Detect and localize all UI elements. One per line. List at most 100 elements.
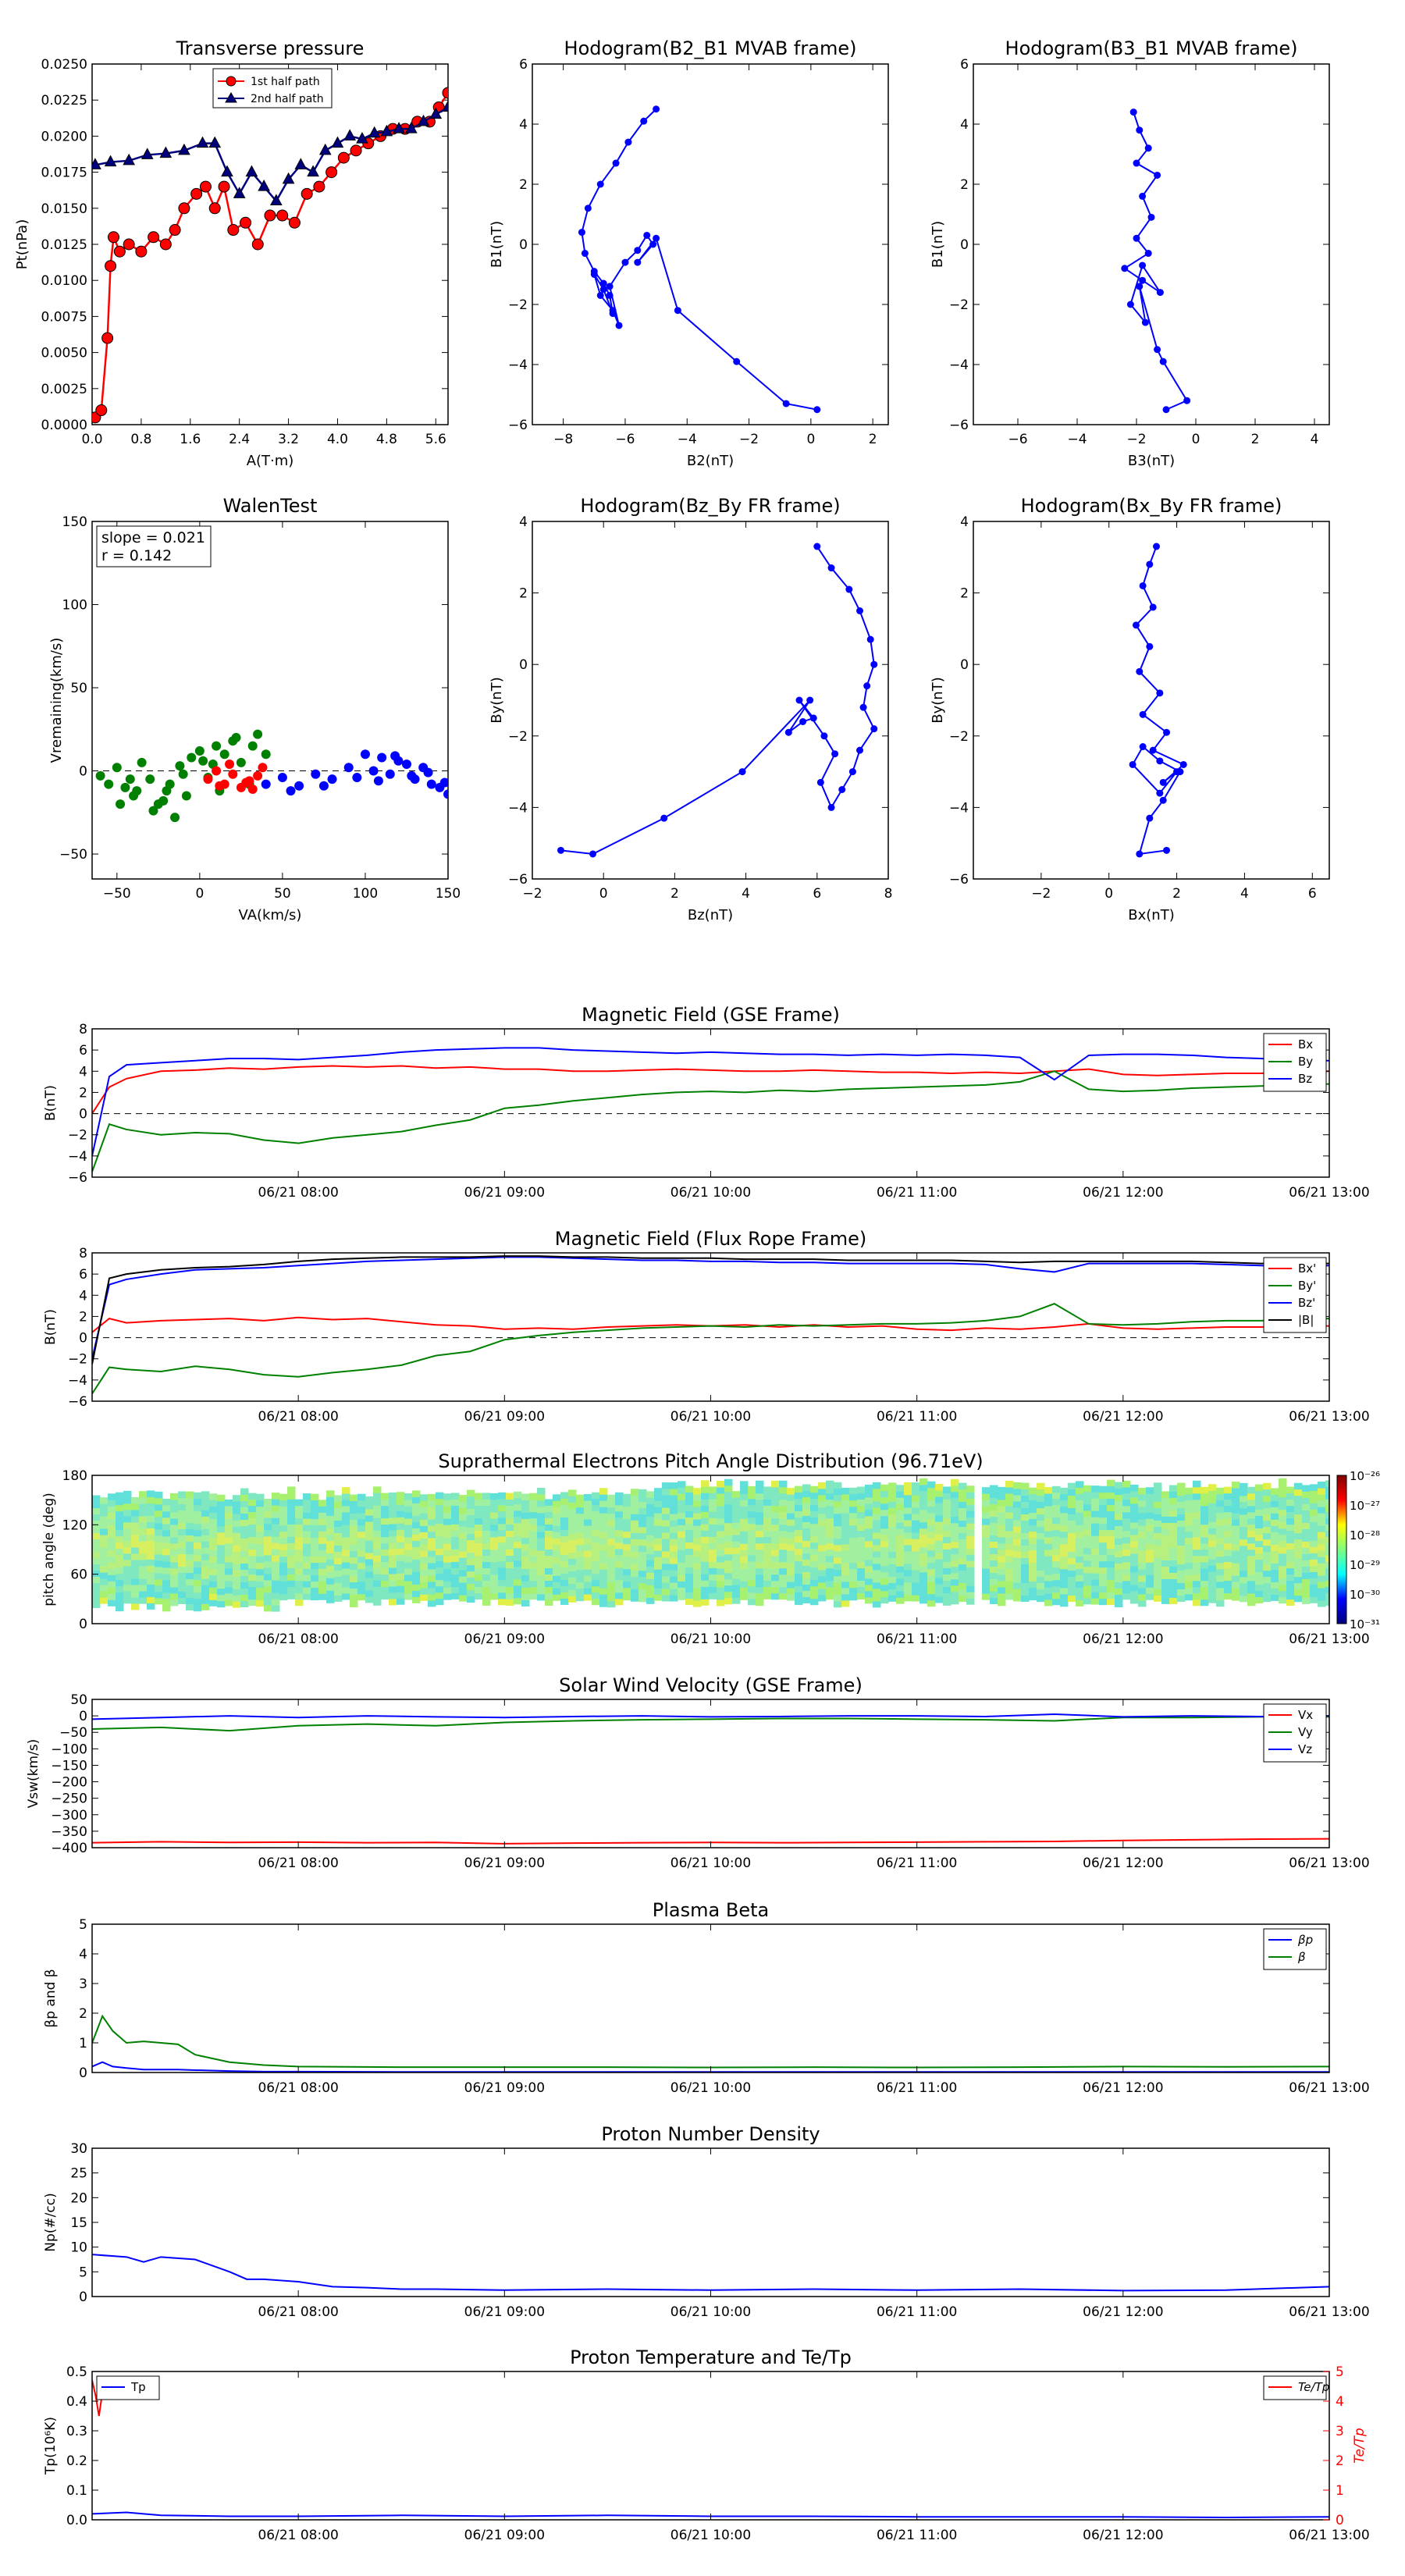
heatmap-cell [1310,1515,1318,1522]
heatmap-cell [998,1574,1006,1582]
heatmap-cell [342,1556,350,1563]
heatmap-cell [248,1542,257,1550]
heatmap-cell [1208,1515,1217,1522]
heatmap-cell [1044,1530,1053,1538]
legend-label: Vx [1298,1708,1313,1722]
heatmap-cell [795,1510,803,1518]
heatmap-cell [397,1579,405,1586]
heatmap-cell [1005,1517,1014,1525]
heatmap-cell [1177,1514,1186,1521]
heatmap-cell [818,1569,827,1577]
heatmap-cell [935,1559,944,1566]
heatmap-cell [670,1526,678,1533]
heatmap-cell [685,1485,694,1493]
heatmap-cell [303,1556,311,1563]
heatmap-cell [1115,1538,1123,1546]
heatmap-cell [607,1538,616,1546]
hodogram-b3-b1-ytick-label: 6 [960,57,969,73]
heatmap-cell [896,1516,905,1523]
heatmap-cell [1115,1500,1123,1508]
heatmap-cell [420,1544,429,1551]
heatmap-cell [279,1512,288,1520]
heatmap-cell [670,1589,678,1596]
ytick-right-label: 4 [1336,2394,1344,2410]
heatmap-cell [529,1549,538,1557]
data-point [221,165,233,177]
heatmap-cell [1193,1586,1201,1594]
walen-test-ytick-label: 150 [62,514,87,530]
heatmap-cell [857,1493,866,1500]
heatmap-cell [295,1574,304,1582]
heatmap-cell [779,1555,788,1563]
heatmap-cell [966,1542,975,1549]
heatmap-cell [927,1574,936,1582]
heatmap-cell [1247,1599,1256,1606]
heatmap-cell [318,1537,327,1544]
hodogram-b3-b1-xtick-label: 2 [1251,432,1260,447]
heatmap-cell [373,1567,382,1574]
heatmap-cell [709,1511,717,1518]
heatmap-cell [1029,1500,1037,1507]
heatmap-cell [334,1570,343,1577]
heatmap-cell [1068,1595,1076,1603]
heatmap-cell [1318,1513,1326,1520]
data-point [282,172,295,184]
legend-label: By' [1298,1279,1316,1293]
heatmap-cell [147,1546,155,1553]
heatmap-cell [841,1587,850,1595]
heatmap-cell [709,1580,717,1587]
heatmap-cell [139,1541,148,1548]
heatmap-cell [155,1522,163,1530]
heatmap-cell [1255,1578,1264,1585]
heatmap-cell [998,1486,1006,1494]
data-point [1156,789,1164,797]
heatmap-cell [896,1491,905,1498]
heatmap-cell [514,1491,522,1499]
heatmap-cell [654,1569,663,1576]
heatmap-cell [670,1564,678,1571]
heatmap-cell [1037,1564,1045,1571]
heatmap-cell [443,1574,452,1582]
heatmap-cell [678,1587,686,1594]
heatmap-cell [506,1499,514,1507]
heatmap-cell [740,1556,749,1563]
heatmap-cell [740,1506,749,1513]
heatmap-cell [1325,1505,1329,1512]
data-point [196,136,209,148]
hodogram-b2-b1-title: Hodogram(B2_B1 MVAB frame) [564,37,857,59]
heatmap-cell [233,1576,241,1583]
heatmap-cell [1161,1566,1170,1573]
heatmap-cell [1302,1578,1311,1585]
heatmap-cell [724,1560,733,1567]
heatmap-cell [459,1551,468,1558]
heatmap-cell [436,1510,444,1518]
heatmap-cell [826,1524,834,1532]
heatmap-cell [287,1586,296,1593]
heatmap-cell [1208,1565,1217,1572]
heatmap-cell [537,1537,546,1545]
heatmap-cell [334,1495,343,1502]
heatmap-cell [1154,1551,1162,1558]
heatmap-cell [888,1570,897,1577]
heatmap-cell [162,1592,171,1599]
heatmap-cell [717,1568,725,1575]
heatmap-cell [1037,1514,1045,1521]
heatmap-cell [311,1574,319,1582]
heatmap-cell [311,1518,319,1526]
heatmap-cell [295,1499,304,1507]
hodogram-b3-b1-xlabel: B3(nT) [1128,453,1175,469]
heatmap-cell [880,1559,889,1567]
heatmap-cell [1029,1506,1037,1514]
heatmap-cell [350,1575,358,1583]
heatmap-cell [295,1542,304,1550]
heatmap-cell [584,1575,592,1582]
heatmap-cell [475,1586,483,1594]
heatmap-cell [303,1587,311,1594]
ytick-right-label: 5 [1336,2364,1344,2380]
heatmap-cell [935,1590,944,1597]
heatmap-cell [467,1496,475,1503]
heatmap-cell [623,1525,631,1532]
heatmap-cell [178,1516,187,1524]
heatmap-cell [724,1485,733,1493]
heatmap-cell [342,1587,350,1594]
